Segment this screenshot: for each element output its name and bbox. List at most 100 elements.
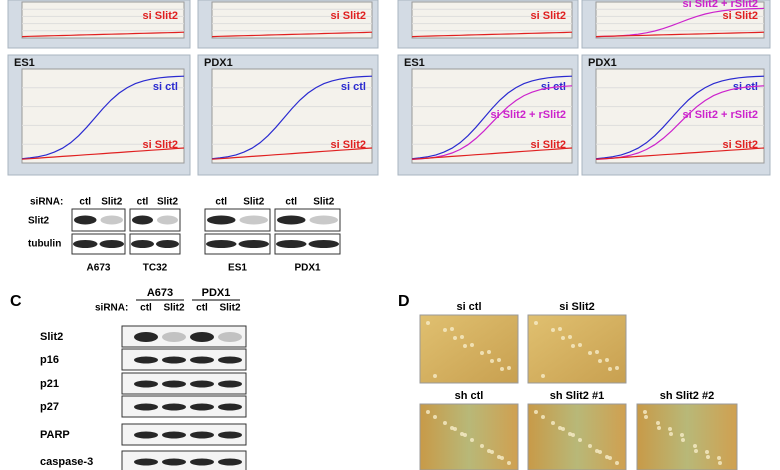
cell bbox=[694, 449, 698, 453]
row-label: tubulin bbox=[28, 239, 61, 250]
image-label: sh ctl bbox=[455, 390, 484, 402]
growth-curve bbox=[595, 147, 765, 160]
image-label: si ctl bbox=[456, 301, 481, 313]
cell-line-label: ES1 bbox=[228, 263, 247, 274]
lane-label: Slit2 bbox=[101, 197, 123, 208]
cell bbox=[497, 455, 501, 459]
curve-label: si Slit2 bbox=[331, 10, 366, 22]
curve-label: si Slit2 bbox=[531, 139, 566, 151]
cell bbox=[534, 410, 538, 414]
growth-curve bbox=[211, 147, 373, 160]
cell bbox=[561, 336, 565, 340]
curve-label: si Slit2 bbox=[331, 139, 366, 151]
cell bbox=[463, 344, 467, 348]
band bbox=[134, 380, 158, 388]
cell bbox=[497, 358, 501, 362]
growth-curve bbox=[595, 31, 765, 38]
cell bbox=[551, 421, 555, 425]
band bbox=[134, 458, 158, 466]
blot-box bbox=[204, 233, 271, 255]
cell bbox=[681, 438, 685, 442]
cell bbox=[487, 449, 491, 453]
cell bbox=[460, 335, 464, 339]
band bbox=[134, 403, 158, 411]
cell bbox=[433, 415, 437, 419]
cell bbox=[598, 359, 602, 363]
cell bbox=[500, 367, 504, 371]
cell bbox=[568, 432, 572, 436]
cell bbox=[453, 336, 457, 340]
row-label: PARP bbox=[40, 429, 70, 441]
lane-label: Slit2 bbox=[313, 197, 335, 208]
plot-area bbox=[411, 68, 573, 164]
cell bbox=[443, 421, 447, 425]
band bbox=[190, 380, 214, 388]
cell-line-label: TC32 bbox=[143, 263, 168, 274]
band bbox=[132, 215, 153, 225]
cell bbox=[588, 351, 592, 355]
cell bbox=[693, 444, 697, 448]
plot-area bbox=[21, 1, 185, 39]
panel-title: PDX1 bbox=[588, 57, 617, 69]
lane-label: ctl bbox=[196, 303, 208, 314]
cell bbox=[615, 366, 619, 370]
band bbox=[157, 215, 178, 225]
curve-label: si ctl bbox=[153, 81, 178, 93]
sirna-label: siRNA: bbox=[95, 303, 128, 314]
cell bbox=[656, 421, 660, 425]
cell bbox=[507, 461, 511, 465]
band bbox=[218, 380, 242, 388]
band bbox=[218, 431, 242, 439]
curve-label: si Slit2 bbox=[143, 10, 178, 22]
cell bbox=[668, 427, 672, 431]
cell bbox=[669, 432, 673, 436]
band bbox=[190, 458, 214, 466]
band bbox=[162, 458, 186, 466]
micrograph bbox=[419, 314, 519, 384]
panel-letter: C bbox=[10, 293, 22, 310]
plot-area bbox=[211, 1, 373, 39]
lane-label: ctl bbox=[137, 197, 149, 208]
lane-label: Slit2 bbox=[219, 303, 241, 314]
lane-label: Slit2 bbox=[243, 197, 265, 208]
image-label: sh Slit2 #1 bbox=[550, 390, 604, 402]
panel-letter: D bbox=[398, 293, 410, 310]
lane-label: ctl bbox=[79, 197, 91, 208]
band bbox=[74, 215, 97, 225]
cell bbox=[615, 461, 619, 465]
row-label: p27 bbox=[40, 401, 59, 413]
band bbox=[190, 356, 214, 364]
band bbox=[190, 431, 214, 439]
micrograph bbox=[419, 403, 519, 470]
cell bbox=[643, 410, 647, 414]
curve-label: si Slit2 bbox=[723, 139, 758, 151]
cell bbox=[705, 450, 709, 454]
curve-label: si Slit2 + rSlit2 bbox=[682, 0, 758, 10]
curve-label: si Slit2 bbox=[723, 10, 758, 22]
cell bbox=[706, 455, 710, 459]
blot-box bbox=[121, 325, 247, 348]
blot-box bbox=[129, 233, 181, 255]
group-label: PDX1 bbox=[202, 287, 231, 299]
band bbox=[73, 240, 98, 248]
blot-box bbox=[129, 208, 181, 232]
band bbox=[190, 332, 214, 342]
cell bbox=[605, 358, 609, 362]
row-label: p16 bbox=[40, 354, 59, 366]
band bbox=[276, 240, 307, 248]
lane-label: ctl bbox=[285, 197, 297, 208]
band bbox=[218, 403, 242, 411]
growth-curve bbox=[211, 31, 373, 38]
growth-curve bbox=[411, 31, 573, 38]
row-label: Slit2 bbox=[40, 331, 63, 343]
cell bbox=[470, 438, 474, 442]
curve-label: si Slit2 bbox=[531, 10, 566, 22]
cell bbox=[680, 433, 684, 437]
curve-label: si ctl bbox=[341, 81, 366, 93]
plot-area bbox=[211, 68, 373, 164]
plot-area bbox=[21, 68, 185, 164]
image-label: si Slit2 bbox=[559, 301, 594, 313]
band bbox=[239, 215, 268, 225]
cell bbox=[426, 410, 430, 414]
